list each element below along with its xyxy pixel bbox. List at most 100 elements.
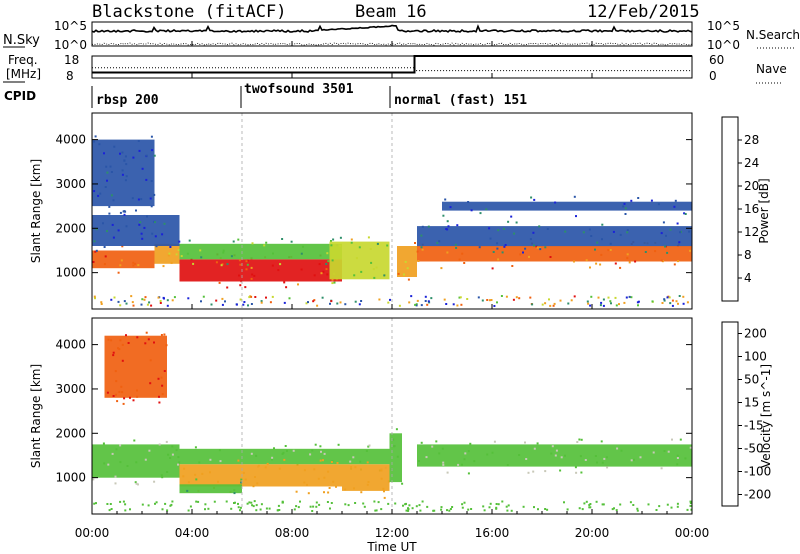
data-cell bbox=[688, 230, 691, 233]
data-cell bbox=[242, 303, 245, 306]
data-cell bbox=[666, 503, 669, 506]
data-cell bbox=[163, 370, 166, 372]
data-cell bbox=[247, 304, 249, 307]
data-cell bbox=[507, 504, 510, 507]
data-cell bbox=[497, 258, 500, 261]
data-cell bbox=[259, 508, 262, 511]
data-cell bbox=[539, 248, 542, 251]
data-cell bbox=[555, 449, 558, 452]
colorbar-frame bbox=[721, 116, 739, 302]
data-cell bbox=[107, 338, 110, 341]
x-tick-label-0: 00:00 bbox=[75, 526, 110, 540]
data-cell bbox=[420, 234, 423, 237]
data-cell bbox=[684, 213, 687, 215]
data-cell bbox=[376, 242, 379, 245]
data-cell bbox=[544, 246, 547, 249]
data-cell bbox=[132, 156, 135, 159]
data-cell bbox=[602, 304, 605, 307]
velocity-yaxis: 1000 2000 3000 4000 bbox=[55, 338, 692, 485]
data-cell bbox=[136, 389, 138, 392]
data-cell bbox=[552, 304, 555, 307]
data-cell bbox=[106, 179, 108, 182]
data-cell bbox=[446, 251, 449, 254]
data-cell bbox=[239, 298, 242, 301]
data-cell bbox=[603, 457, 606, 460]
data-cell bbox=[330, 502, 333, 504]
data-cell bbox=[226, 286, 229, 289]
data-cell bbox=[337, 443, 340, 446]
time-axis-label: Time UT bbox=[366, 540, 417, 554]
data-cell bbox=[325, 268, 328, 271]
data-cell bbox=[625, 296, 628, 299]
data-cell bbox=[428, 301, 431, 304]
data-cell bbox=[470, 508, 473, 510]
data-cell bbox=[158, 401, 161, 404]
data-cell bbox=[606, 466, 609, 469]
data-cell bbox=[271, 264, 274, 267]
data-cell bbox=[110, 171, 113, 173]
data-cell bbox=[109, 503, 112, 505]
data-cell bbox=[458, 296, 461, 299]
data-cell bbox=[505, 505, 508, 508]
data-cell bbox=[610, 302, 612, 305]
data-cell bbox=[380, 508, 383, 511]
data-cell bbox=[233, 502, 235, 504]
data-cell bbox=[350, 241, 353, 244]
data-cell bbox=[457, 463, 460, 466]
data-cell bbox=[538, 225, 541, 228]
data-cell bbox=[114, 482, 117, 485]
data-cell bbox=[114, 370, 117, 373]
data-cell bbox=[597, 296, 600, 299]
data-cell bbox=[389, 298, 391, 301]
data-cell bbox=[325, 263, 328, 265]
data-cell bbox=[153, 480, 156, 483]
data-cell bbox=[445, 303, 448, 305]
velocity-colorbar-label-7: -200 bbox=[744, 488, 771, 502]
data-cell bbox=[594, 248, 596, 251]
data-cell bbox=[137, 264, 140, 267]
data-cell bbox=[251, 242, 254, 245]
data-cell bbox=[424, 300, 427, 302]
data-cell bbox=[220, 264, 223, 267]
data-cell bbox=[123, 300, 126, 303]
data-cell bbox=[139, 221, 142, 224]
data-cell bbox=[654, 250, 657, 253]
data-cell bbox=[166, 471, 169, 473]
data-cell bbox=[426, 303, 429, 306]
data-cell bbox=[148, 449, 151, 452]
data-cell bbox=[580, 471, 583, 474]
data-cell bbox=[549, 304, 552, 307]
nave-label: Nave bbox=[756, 62, 787, 76]
data-cell bbox=[138, 223, 141, 226]
data-cell bbox=[331, 282, 334, 285]
data-cell bbox=[536, 442, 539, 445]
data-cell bbox=[121, 245, 124, 248]
data-cell bbox=[503, 245, 506, 248]
data-cell bbox=[632, 504, 635, 506]
data-cell bbox=[133, 439, 136, 442]
data-cell bbox=[127, 342, 130, 344]
data-cell bbox=[119, 444, 122, 447]
data-cell bbox=[553, 302, 556, 305]
data-cell bbox=[395, 428, 398, 431]
data-cell bbox=[264, 466, 267, 469]
data-cell bbox=[619, 503, 622, 506]
data-cell bbox=[590, 235, 593, 237]
power-yaxis: 1000 2000 3000 4000 bbox=[55, 133, 692, 280]
data-cell bbox=[589, 506, 592, 509]
data-cell bbox=[336, 462, 339, 464]
data-cell bbox=[120, 259, 123, 262]
data-cell bbox=[119, 304, 122, 307]
data-cell bbox=[106, 171, 109, 174]
data-cell bbox=[140, 198, 143, 201]
data-cell bbox=[573, 295, 576, 298]
data-cell bbox=[492, 251, 495, 253]
data-cell bbox=[132, 264, 135, 267]
data-cell bbox=[589, 503, 592, 505]
data-cell bbox=[567, 302, 570, 305]
data-cell bbox=[136, 336, 139, 339]
data-cell bbox=[378, 298, 381, 301]
data-cell bbox=[93, 295, 96, 298]
data-cell bbox=[451, 506, 454, 508]
data-cell bbox=[456, 304, 459, 307]
